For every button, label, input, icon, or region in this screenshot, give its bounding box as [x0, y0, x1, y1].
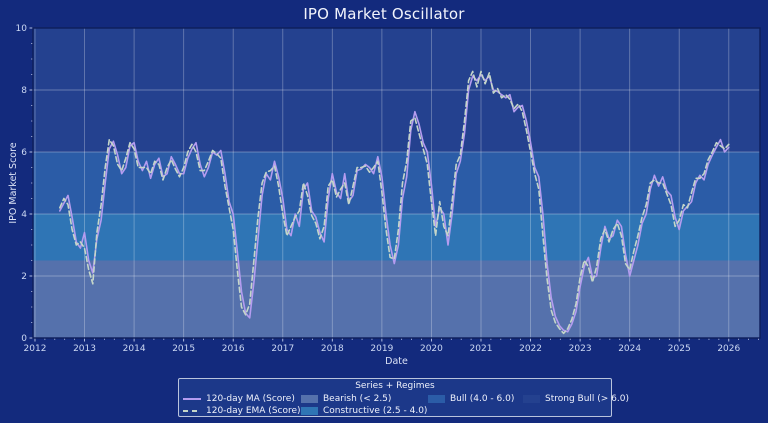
x-tick-label: 2015 [172, 344, 195, 354]
series-line-0 [59, 73, 730, 333]
x-axis-label: Date [385, 356, 408, 367]
y-tick-label: 2 [21, 272, 27, 282]
x-tick-label: 2016 [222, 344, 245, 354]
legend-item-ma: 120-day MA (Score) [183, 393, 301, 405]
ema-line-swatch [183, 410, 201, 412]
legend-item-constructive: Constructive (2.5 - 4.0) [301, 405, 427, 417]
y-tick-label: 6 [21, 148, 27, 158]
bull-patch-swatch [428, 395, 445, 403]
legend-label-bearish: Bearish (< 2.5) [323, 394, 392, 404]
x-tick-label: 2017 [271, 344, 294, 354]
legend-label-ema: 120-day EMA (Score) [206, 406, 301, 416]
legend-label-strong-bull: Strong Bull (> 6.0) [545, 394, 630, 404]
x-tick-label: 2014 [123, 344, 146, 354]
legend-title: Series + Regimes [355, 381, 435, 391]
legend-item-ema: 120-day EMA (Score) [183, 405, 301, 417]
legend-label-bull: Bull (4.0 - 6.0) [450, 394, 515, 404]
legend-label-ma: 120-day MA (Score) [206, 394, 295, 404]
x-tick-label: 2022 [519, 344, 542, 354]
legend-item-strong-bull: Strong Bull (> 6.0) [523, 393, 629, 405]
constructive-patch-swatch [301, 407, 318, 415]
x-tick-label: 2018 [321, 344, 344, 354]
y-tick-label: 8 [21, 86, 27, 96]
x-tick-label: 2021 [470, 344, 493, 354]
x-tick-label: 2023 [569, 344, 592, 354]
y-tick-label: 4 [21, 210, 27, 220]
x-tick-label: 2024 [618, 344, 641, 354]
regime-band-3 [33, 28, 760, 152]
x-tick-label: 2025 [668, 344, 691, 354]
y-axis-label: IPO Market Score [8, 142, 19, 224]
legend-column-regimes-2: Bull (4.0 - 6.0) [428, 393, 514, 405]
legend-label-constructive: Constructive (2.5 - 4.0) [323, 406, 428, 416]
x-tick-label: 2012 [24, 344, 47, 354]
x-tick-label: 2013 [73, 344, 96, 354]
x-tick-label: 2020 [420, 344, 443, 354]
x-tick-label: 2026 [717, 344, 740, 354]
x-tick-label: 2019 [370, 344, 393, 354]
y-tick-label: 0 [21, 334, 27, 344]
legend: Series + Regimes 120-day MA (Score) 120-… [178, 378, 629, 417]
legend-item-bull: Bull (4.0 - 6.0) [428, 393, 514, 405]
ma-line-swatch [183, 398, 201, 400]
regime-band-0 [33, 260, 760, 338]
series-line-1 [59, 70, 730, 335]
bearish-patch-swatch [301, 395, 318, 403]
legend-column-regimes-3: Strong Bull (> 6.0) [523, 393, 629, 405]
plot-border [32, 27, 761, 339]
chart-title: IPO Market Oscillator [303, 5, 465, 23]
strong-bull-patch-swatch [523, 395, 540, 403]
legend-column-regimes-1: Bearish (< 2.5) Constructive (2.5 - 4.0) [301, 393, 427, 417]
legend-item-bearish: Bearish (< 2.5) [301, 393, 427, 405]
y-tick-label: 10 [16, 24, 28, 34]
legend-column-series: 120-day MA (Score) 120-day EMA (Score) [183, 393, 301, 417]
